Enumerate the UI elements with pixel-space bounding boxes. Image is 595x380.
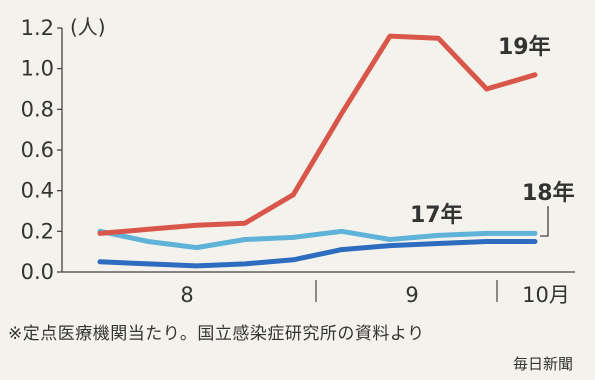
y-tick-label: 0.2 bbox=[21, 219, 54, 243]
y-tick-label: 0.6 bbox=[21, 138, 54, 162]
series-label-18: 18年 bbox=[522, 180, 575, 206]
series-label-17: 17年 bbox=[410, 202, 463, 228]
y-tick-label: 1.2 bbox=[21, 16, 54, 40]
y-unit-label: (人) bbox=[70, 15, 106, 39]
series-line-18年 bbox=[97, 228, 538, 251]
series-label-19: 19年 bbox=[498, 34, 551, 60]
footnote: ※定点医療機関当たり。国立感染症研究所の資料より bbox=[8, 324, 425, 344]
x-month-label: 8 bbox=[180, 283, 193, 307]
x-month-label: 10月 bbox=[522, 283, 570, 307]
series-leader-18 bbox=[540, 206, 549, 237]
series-line-19年 bbox=[97, 33, 538, 236]
y-tick-label: 0.0 bbox=[21, 260, 54, 284]
x-month-label: 9 bbox=[405, 283, 418, 307]
line-chart: 0.0 0.2 0.4 0.6 0.8 1.0 1.2 (人) 8 9 10月 19年 18年 17年 bbox=[21, 15, 575, 307]
y-tick-label: 1.0 bbox=[21, 57, 54, 81]
y-tick-label: 0.4 bbox=[21, 179, 54, 203]
source-credit: 毎日新聞 bbox=[512, 355, 573, 373]
y-tick-label: 0.8 bbox=[21, 97, 54, 121]
series-line-17年 bbox=[97, 239, 538, 269]
